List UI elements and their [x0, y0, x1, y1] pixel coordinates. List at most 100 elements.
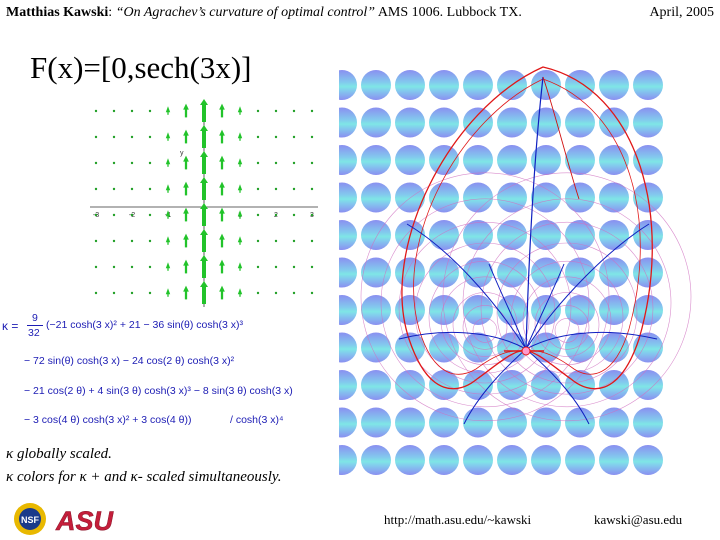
- vector-dot: [256, 291, 260, 295]
- curvature-disc: [565, 182, 595, 213]
- vector-arrow: [200, 203, 208, 226]
- vector-dot: [94, 265, 98, 269]
- vector-dot: [274, 239, 278, 243]
- vector-arrow: [165, 184, 171, 193]
- vector-dot: [310, 265, 314, 269]
- curvature-disc: [497, 145, 527, 175]
- contact-email[interactable]: kawski@asu.edu: [594, 512, 683, 527]
- curvature-disc: [339, 145, 357, 175]
- vector-dot: [112, 187, 116, 191]
- curvature-disc: [633, 370, 663, 400]
- vector-dot: [94, 213, 98, 217]
- curvature-disc: [633, 407, 663, 438]
- vector-dot: [292, 265, 296, 269]
- curvature-disc: [429, 295, 459, 325]
- vector-dot: [94, 187, 98, 191]
- curvature-disc: [395, 332, 425, 363]
- curvature-disc: [463, 445, 493, 475]
- curvature-disc-grid: [339, 70, 663, 475]
- vector-dot: [274, 135, 278, 139]
- curvature-disc: [599, 257, 629, 288]
- vector-arrow: [183, 233, 189, 248]
- curvature-disc: [599, 370, 629, 400]
- curvature-disc: [395, 370, 425, 400]
- curvature-disc: [497, 445, 527, 475]
- author-name: Matthias Kawski: [6, 5, 109, 20]
- note-color-scaling: κ colors for κ + and κ- scaled simultane…: [6, 469, 282, 485]
- vector-dot: [148, 135, 152, 139]
- vector-dot: [292, 109, 296, 113]
- homepage-url[interactable]: http://math.asu.edu/~kawski: [384, 512, 532, 527]
- vector-dot: [112, 135, 116, 139]
- formula-line-3: − 21 cos(2 θ) + 4 sin(3 θ) cosh(3 x)³ − …: [24, 385, 293, 397]
- vector-arrow: [219, 129, 225, 144]
- vector-arrow: [237, 132, 243, 141]
- curvature-disc: [339, 70, 357, 100]
- curvature-disc-plot: [339, 66, 692, 475]
- svg-text:ASU: ASU: [55, 506, 115, 536]
- vector-arrow: [165, 262, 171, 271]
- curvature-disc: [339, 370, 357, 400]
- vector-dot: [256, 265, 260, 269]
- curvature-disc: [531, 370, 561, 400]
- curvature-disc: [599, 220, 629, 250]
- curvature-disc: [531, 445, 561, 475]
- vector-arrows: [94, 99, 314, 304]
- vector-arrow: [237, 210, 243, 219]
- formula-lhs: κ =: [2, 319, 19, 333]
- curvature-disc: [531, 295, 561, 325]
- curvature-disc: [565, 145, 595, 175]
- curvature-disc: [599, 407, 629, 438]
- vector-dot: [292, 135, 296, 139]
- curvature-disc: [497, 182, 527, 213]
- vector-dot: [310, 187, 314, 191]
- curvature-disc: [395, 407, 425, 438]
- venue: AMS 1006. Lubbock TX.: [377, 5, 522, 20]
- formula-fraction-numerator: 9: [32, 312, 38, 324]
- curvature-disc: [429, 370, 459, 400]
- vector-dot: [292, 187, 296, 191]
- vector-arrow: [237, 262, 243, 271]
- curvature-disc: [395, 107, 425, 138]
- curvature-disc: [531, 107, 561, 138]
- curvature-disc: [565, 107, 595, 138]
- vector-arrow: [165, 210, 171, 219]
- curvature-disc: [463, 107, 493, 138]
- vector-dot: [292, 161, 296, 165]
- vector-dot: [148, 265, 152, 269]
- curvature-disc: [463, 182, 493, 213]
- vector-arrow: [200, 255, 208, 278]
- vector-arrow: [183, 207, 189, 222]
- vector-dot: [130, 265, 134, 269]
- curvature-disc: [565, 445, 595, 475]
- vector-field-plot: -3-2-1123 y: [90, 99, 318, 307]
- vector-arrow: [219, 207, 225, 222]
- vector-dot: [274, 291, 278, 295]
- curvature-disc: [395, 182, 425, 213]
- curvature-disc: [497, 370, 527, 400]
- vector-dot: [256, 135, 260, 139]
- vector-dot: [256, 213, 260, 217]
- vector-dot: [112, 265, 116, 269]
- vector-arrow: [165, 106, 171, 115]
- curvature-disc: [463, 145, 493, 175]
- vector-arrow: [219, 103, 225, 118]
- curvature-disc: [599, 295, 629, 325]
- curvature-disc: [599, 107, 629, 138]
- origin-marker: [504, 346, 544, 356]
- curvature-disc: [361, 220, 391, 250]
- formula-line-4: − 3 cos(4 θ) cosh(3 x)² + 3 cos(4 θ)): [24, 414, 192, 426]
- presentation-date: April, 2005: [649, 5, 714, 20]
- vector-dot: [274, 265, 278, 269]
- vector-dot: [130, 239, 134, 243]
- vector-dot: [130, 187, 134, 191]
- vector-dot: [130, 135, 134, 139]
- curvature-disc: [497, 107, 527, 138]
- curvature-disc: [339, 257, 357, 288]
- vector-dot: [292, 291, 296, 295]
- curvature-disc: [565, 295, 595, 325]
- curvature-disc: [339, 445, 357, 475]
- curvature-disc: [565, 407, 595, 438]
- vector-dot: [310, 109, 314, 113]
- curvature-disc: [565, 70, 595, 100]
